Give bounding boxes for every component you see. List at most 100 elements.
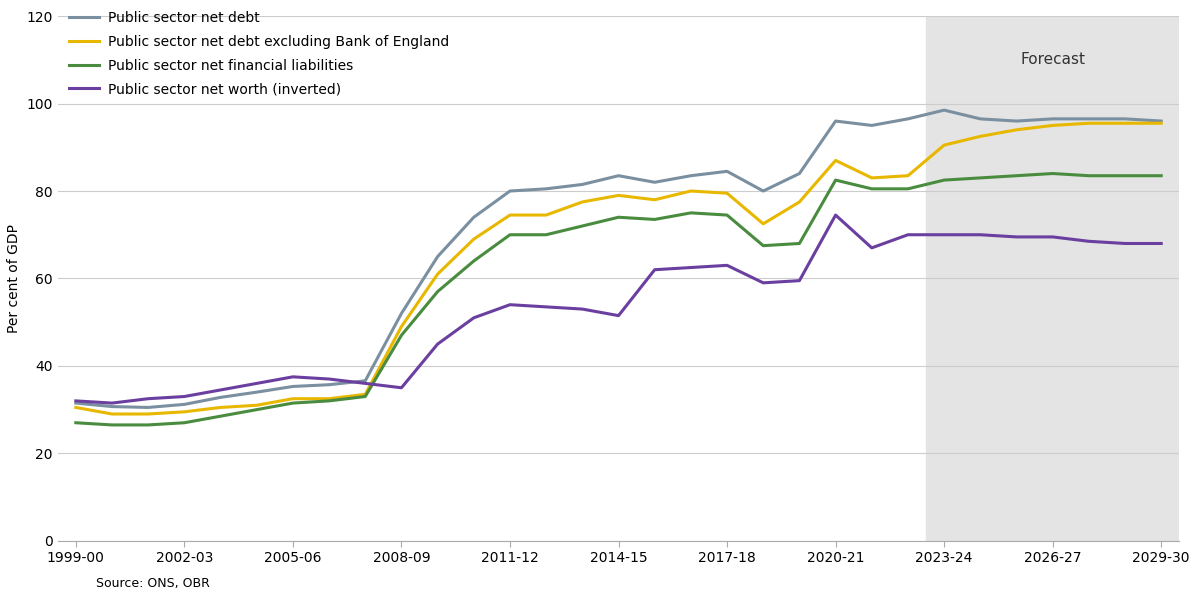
- Legend: Public sector net debt, Public sector net debt excluding Bank of England, Public: Public sector net debt, Public sector ne…: [64, 5, 455, 102]
- Public sector net financial liabilities: [104, 421, 119, 429]
- Public sector net debt: [901, 115, 916, 122]
- Public sector net financial liabilities: [828, 176, 842, 184]
- Line: Public sector net worth (inverted): Public sector net worth (inverted): [76, 215, 1162, 403]
- Public sector net debt excluding Bank of England: [178, 408, 192, 415]
- Public sector net debt: [648, 179, 662, 186]
- Public sector net debt: [286, 383, 300, 390]
- Public sector net debt excluding Bank of England: [467, 235, 481, 243]
- Public sector net financial liabilities: [503, 231, 517, 238]
- Public sector net financial liabilities: [178, 419, 192, 426]
- Public sector net debt: [684, 172, 698, 179]
- Public sector net debt excluding Bank of England: [140, 411, 155, 418]
- Public sector net worth (inverted): [684, 264, 698, 271]
- Public sector net debt excluding Bank of England: [1009, 126, 1024, 134]
- Public sector net debt: [611, 172, 625, 179]
- Public sector net financial liabilities: [611, 214, 625, 221]
- Public sector net worth (inverted): [901, 231, 916, 238]
- Public sector net debt: [1118, 115, 1133, 122]
- Public sector net financial liabilities: [1154, 172, 1169, 179]
- Public sector net debt excluding Bank of England: [864, 174, 878, 181]
- Public sector net debt: [828, 117, 842, 125]
- Public sector net debt excluding Bank of England: [68, 404, 83, 411]
- Public sector net worth (inverted): [973, 231, 988, 238]
- Public sector net debt excluding Bank of England: [937, 141, 952, 148]
- Public sector net worth (inverted): [395, 384, 409, 392]
- Bar: [926, 16, 1180, 541]
- Public sector net debt excluding Bank of England: [1045, 122, 1060, 129]
- Public sector net financial liabilities: [1009, 172, 1024, 179]
- Public sector net worth (inverted): [178, 393, 192, 400]
- Public sector net financial liabilities: [431, 288, 445, 295]
- Public sector net debt: [720, 167, 734, 175]
- Public sector net debt: [1081, 115, 1096, 122]
- Public sector net worth (inverted): [1118, 240, 1133, 247]
- Public sector net debt excluding Bank of England: [539, 212, 553, 219]
- Public sector net debt: [104, 403, 119, 410]
- Public sector net debt excluding Bank of England: [1154, 120, 1169, 127]
- Public sector net worth (inverted): [648, 266, 662, 274]
- Public sector net debt excluding Bank of England: [1081, 120, 1096, 127]
- Public sector net worth (inverted): [358, 380, 372, 387]
- Line: Public sector net debt: Public sector net debt: [76, 110, 1162, 408]
- Public sector net financial liabilities: [140, 421, 155, 429]
- Public sector net worth (inverted): [792, 277, 806, 284]
- Public sector net debt: [322, 381, 336, 388]
- Public sector net debt excluding Bank of England: [431, 271, 445, 278]
- Public sector net debt excluding Bank of England: [756, 221, 770, 228]
- Public sector net debt: [1045, 115, 1060, 122]
- Public sector net worth (inverted): [286, 373, 300, 380]
- Public sector net worth (inverted): [864, 244, 878, 252]
- Public sector net debt: [539, 185, 553, 193]
- Public sector net debt excluding Bank of England: [250, 402, 264, 409]
- Public sector net debt: [214, 394, 228, 401]
- Public sector net debt excluding Bank of England: [1118, 120, 1133, 127]
- Public sector net worth (inverted): [322, 375, 336, 383]
- Public sector net debt excluding Bank of England: [286, 395, 300, 402]
- Public sector net worth (inverted): [756, 280, 770, 287]
- Public sector net financial liabilities: [684, 209, 698, 216]
- Public sector net debt: [467, 214, 481, 221]
- Public sector net debt excluding Bank of England: [684, 187, 698, 194]
- Public sector net debt: [503, 187, 517, 194]
- Public sector net worth (inverted): [1009, 234, 1024, 241]
- Public sector net financial liabilities: [648, 216, 662, 223]
- Public sector net worth (inverted): [720, 262, 734, 269]
- Public sector net worth (inverted): [214, 386, 228, 393]
- Public sector net financial liabilities: [792, 240, 806, 247]
- Public sector net worth (inverted): [611, 312, 625, 319]
- Public sector net financial liabilities: [250, 406, 264, 413]
- Public sector net financial liabilities: [1045, 170, 1060, 177]
- Public sector net financial liabilities: [214, 412, 228, 420]
- Public sector net worth (inverted): [431, 340, 445, 347]
- Line: Public sector net debt excluding Bank of England: Public sector net debt excluding Bank of…: [76, 123, 1162, 414]
- Public sector net worth (inverted): [503, 301, 517, 308]
- Public sector net debt excluding Bank of England: [503, 212, 517, 219]
- Public sector net debt: [140, 404, 155, 411]
- Public sector net financial liabilities: [395, 332, 409, 339]
- Public sector net debt: [358, 377, 372, 384]
- Public sector net debt: [68, 399, 83, 406]
- Public sector net worth (inverted): [828, 212, 842, 219]
- Public sector net worth (inverted): [1154, 240, 1169, 247]
- Public sector net debt: [575, 181, 589, 188]
- Public sector net debt excluding Bank of England: [575, 198, 589, 206]
- Public sector net worth (inverted): [140, 395, 155, 402]
- Public sector net debt: [864, 122, 878, 129]
- Public sector net financial liabilities: [286, 399, 300, 406]
- Line: Public sector net financial liabilities: Public sector net financial liabilities: [76, 173, 1162, 425]
- Public sector net financial liabilities: [1081, 172, 1096, 179]
- Public sector net financial liabilities: [467, 257, 481, 265]
- Public sector net worth (inverted): [250, 380, 264, 387]
- Text: Source: ONS, OBR: Source: ONS, OBR: [96, 577, 210, 590]
- Public sector net financial liabilities: [901, 185, 916, 193]
- Public sector net financial liabilities: [973, 174, 988, 181]
- Public sector net worth (inverted): [539, 303, 553, 311]
- Public sector net debt excluding Bank of England: [322, 395, 336, 402]
- Public sector net financial liabilities: [322, 398, 336, 405]
- Public sector net financial liabilities: [1118, 172, 1133, 179]
- Public sector net worth (inverted): [1081, 238, 1096, 245]
- Public sector net worth (inverted): [467, 314, 481, 321]
- Y-axis label: Per cent of GDP: Per cent of GDP: [7, 224, 20, 333]
- Public sector net debt: [178, 401, 192, 408]
- Public sector net debt: [973, 115, 988, 122]
